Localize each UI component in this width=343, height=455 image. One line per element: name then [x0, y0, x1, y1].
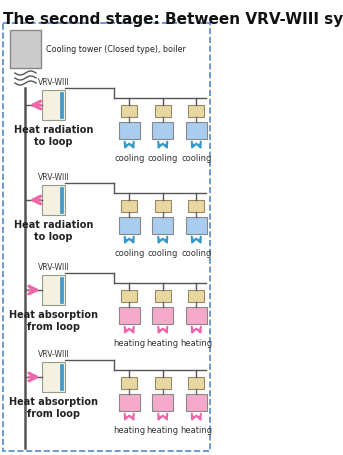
- Bar: [186, 394, 207, 411]
- Text: heating: heating: [147, 426, 179, 435]
- Text: heating: heating: [113, 426, 145, 435]
- Text: heating: heating: [180, 426, 212, 435]
- Text: heating: heating: [147, 339, 179, 348]
- Bar: [186, 307, 207, 324]
- Bar: [188, 105, 204, 117]
- Bar: [152, 122, 173, 139]
- Text: Heat absorption
from loop: Heat absorption from loop: [9, 310, 98, 332]
- Bar: [119, 217, 140, 234]
- Text: cooling: cooling: [114, 249, 144, 258]
- Text: Heat radiation
to loop: Heat radiation to loop: [14, 220, 93, 242]
- Bar: [119, 122, 140, 139]
- Text: cooling: cooling: [147, 249, 178, 258]
- Bar: [186, 122, 207, 139]
- Bar: [186, 217, 207, 234]
- Text: Heat absorption
from loop: Heat absorption from loop: [9, 397, 98, 419]
- Text: cooling: cooling: [147, 154, 178, 163]
- Bar: [60, 277, 63, 303]
- Text: VRV-WIII: VRV-WIII: [37, 263, 69, 272]
- Bar: [188, 377, 204, 389]
- Bar: [155, 200, 171, 212]
- Bar: [188, 200, 204, 212]
- Text: heating: heating: [113, 339, 145, 348]
- Text: Cooling tower (Closed type), boiler: Cooling tower (Closed type), boiler: [46, 45, 186, 54]
- Bar: [188, 290, 204, 302]
- Bar: [60, 92, 63, 118]
- Text: VRV-WIII: VRV-WIII: [37, 173, 69, 182]
- Bar: [121, 377, 137, 389]
- Bar: [121, 105, 137, 117]
- Bar: [42, 362, 64, 392]
- Bar: [60, 187, 63, 213]
- Text: cooling: cooling: [114, 154, 144, 163]
- Bar: [42, 275, 64, 305]
- Bar: [152, 394, 173, 411]
- Text: VRV-WIII: VRV-WIII: [37, 78, 69, 87]
- Bar: [155, 377, 171, 389]
- Text: The second stage: Between VRV-WIII systems: The second stage: Between VRV-WIII syste…: [3, 12, 343, 27]
- Bar: [119, 394, 140, 411]
- Text: Heat radiation
to loop: Heat radiation to loop: [14, 125, 93, 147]
- Bar: [121, 200, 137, 212]
- Bar: [152, 217, 173, 234]
- Bar: [152, 307, 173, 324]
- Bar: [60, 364, 63, 390]
- Text: cooling: cooling: [181, 249, 212, 258]
- Bar: [10, 30, 41, 68]
- Text: cooling: cooling: [181, 154, 212, 163]
- Bar: [155, 105, 171, 117]
- Text: VRV-WIII: VRV-WIII: [37, 350, 69, 359]
- Bar: [42, 90, 64, 120]
- Text: heating: heating: [180, 339, 212, 348]
- Bar: [121, 290, 137, 302]
- Bar: [155, 290, 171, 302]
- Bar: [42, 185, 64, 215]
- Bar: [119, 307, 140, 324]
